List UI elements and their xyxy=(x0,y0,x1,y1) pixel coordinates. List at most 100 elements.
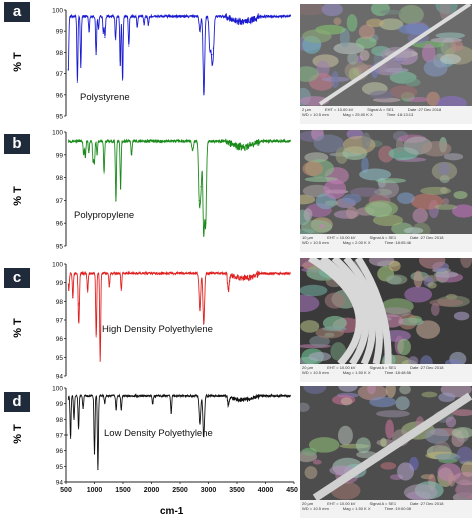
x-tick-label: 2000 xyxy=(144,487,160,494)
spectrum-line xyxy=(67,13,292,95)
micrograph-image xyxy=(300,258,472,371)
band-point xyxy=(88,30,90,32)
micrograph-time: Time :18:48:56 xyxy=(384,370,412,375)
band-point xyxy=(114,39,117,41)
band-point xyxy=(95,53,97,56)
micrograph-eht: EHT = 10.00 kV xyxy=(327,365,356,370)
x-tick-label: 4000 xyxy=(258,487,274,494)
band-point xyxy=(227,287,230,289)
band-point xyxy=(130,154,133,156)
fiber xyxy=(308,258,363,367)
ir-spectrum-chart: 100 99 98 97 96 95 94 High Density Polyethylene xyxy=(52,262,291,381)
band-point xyxy=(120,289,122,291)
micrograph-image xyxy=(300,4,472,112)
band-point xyxy=(152,403,154,405)
band-point xyxy=(212,47,214,49)
band-point xyxy=(67,68,69,70)
micrograph-date: Date :27 Dec 2018 xyxy=(407,107,442,112)
band-point xyxy=(77,428,80,430)
band-point xyxy=(108,285,110,287)
polymer-label: Polypropylene xyxy=(74,210,134,221)
band-point xyxy=(170,412,172,414)
band-point xyxy=(83,154,85,156)
fiber xyxy=(312,392,472,502)
fiber xyxy=(343,258,383,365)
micrograph-signal: Signal A = SE1 xyxy=(369,235,397,240)
micrograph-date: Date :27 Dec 2018 xyxy=(410,365,444,370)
band-point xyxy=(66,434,68,436)
micrograph-mag: Mag = 25.00 K X xyxy=(342,112,373,117)
band-point xyxy=(203,323,205,325)
band-point xyxy=(68,289,70,291)
band-point xyxy=(198,199,200,201)
x-tick-label: 1000 xyxy=(87,487,103,494)
y-tick-label: 100 xyxy=(52,386,63,393)
panel-tag: d xyxy=(4,392,30,412)
polymer-label: Low Density Polyethylene xyxy=(104,428,213,439)
micrograph-signal: Signal A = SE1 xyxy=(369,501,397,506)
micrograph-wd: WD = 10.5 mm xyxy=(302,370,329,375)
y-tick-label: 95 xyxy=(56,355,64,362)
y-tick-label: 99 xyxy=(56,280,64,287)
micrograph-date: Date :27 Dec 2018 xyxy=(410,235,444,240)
y-tick-label: 99 xyxy=(56,152,64,159)
micrograph-mag: Mag = 1.50 K X xyxy=(342,370,371,375)
y-tick-label: 99 xyxy=(56,29,64,36)
band-point xyxy=(82,407,84,409)
y-tick-label: 94 xyxy=(56,480,64,487)
band-point xyxy=(76,81,78,83)
x-tick-label: 3000 xyxy=(201,487,217,494)
y-tick-label: 98 xyxy=(56,175,64,182)
band-point xyxy=(199,423,201,425)
micrograph-info-bar: 20 µm EHT = 10.00 kV Signal A = SE1 Date :2… xyxy=(300,500,472,518)
band-point xyxy=(78,302,80,304)
micrograph-eht: EHT = 10.00 kV xyxy=(324,107,354,112)
band-point xyxy=(93,453,96,455)
fiber xyxy=(355,258,392,365)
band-point xyxy=(97,28,100,30)
panel-a: a % T 100 99 98 97 96 95 Polystyrene 2 µm EHT =… xyxy=(0,0,474,128)
micrograph-time: Time :18:13:13 xyxy=(386,112,414,117)
y-axis-label: % T xyxy=(11,186,24,206)
panel-c: c % T 100 99 98 97 96 95 94 High Density Polyet… xyxy=(0,256,474,384)
band-point xyxy=(211,53,213,56)
spectrum-line xyxy=(67,270,291,361)
band-point xyxy=(192,149,194,151)
micrograph-signal: Signal A = SE1 xyxy=(367,107,394,112)
band-point xyxy=(96,154,98,156)
band-point xyxy=(92,161,94,163)
polymer-label: High Density Polyethylene xyxy=(102,324,213,335)
micrograph-wd: WD = 10.5 mm xyxy=(302,112,329,117)
fiber xyxy=(331,258,376,366)
band-point xyxy=(104,36,106,39)
micrograph-wd: WD = 10.5 mm xyxy=(302,506,329,511)
micrograph-image xyxy=(300,386,472,503)
sem-micrograph: 20 µm EHT = 10.00 kV Signal A = SE1 Date :2… xyxy=(300,258,472,382)
y-tick-label: 100 xyxy=(52,8,63,15)
ir-spectrum-chart: 100 99 98 97 96 95 Polystyrene xyxy=(52,8,292,121)
micrograph-wd: WD = 10.5 mm xyxy=(302,240,329,245)
band-point xyxy=(128,45,130,47)
band-point xyxy=(120,188,122,190)
micrograph-time: Time :18:05:46 xyxy=(384,240,412,245)
micrograph-scale: 10 µm xyxy=(302,235,314,240)
band-point xyxy=(103,172,105,174)
fiber xyxy=(318,4,472,106)
polymer-label: Polystyrene xyxy=(80,92,130,103)
band-point xyxy=(77,304,80,306)
band-point xyxy=(136,26,138,28)
y-axis-label: % T xyxy=(11,318,24,338)
x-tick-label: 500 xyxy=(60,487,72,494)
band-point xyxy=(227,403,230,405)
band-point xyxy=(93,163,95,165)
fiber xyxy=(319,258,370,366)
micrograph-eht: EHT = 10.00 kV xyxy=(327,235,356,240)
x-axis-label: cm-1 xyxy=(160,506,184,517)
y-tick-label: 100 xyxy=(52,130,63,137)
y-tick-label: 94 xyxy=(56,374,64,381)
micrograph-scale: 20 µm xyxy=(302,365,314,370)
band-point xyxy=(203,435,205,438)
spectrum-line xyxy=(67,393,292,470)
panel-b: b % T 100 99 98 97 96 95 Polypropylene 10 µm EH… xyxy=(0,128,474,256)
panel-tag: a xyxy=(4,2,30,22)
